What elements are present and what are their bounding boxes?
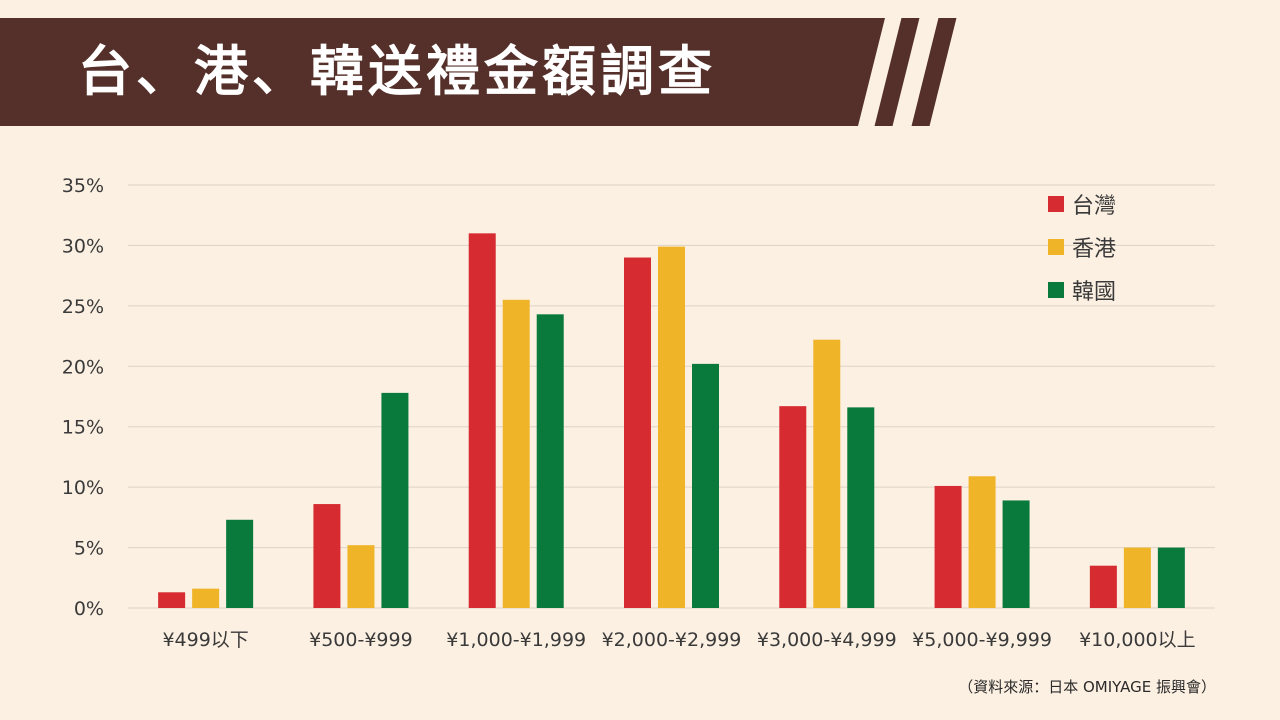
- title-banner: [0, 18, 885, 126]
- bar-hongkong: [813, 339, 841, 608]
- x-tick-label: ¥500-¥999: [309, 629, 413, 651]
- x-tick-label: ¥2,000-¥2,999: [602, 629, 742, 651]
- x-tick-label: ¥10,000以上: [1079, 629, 1196, 651]
- bar-taiwan: [468, 233, 496, 609]
- y-tick-label: 0%: [74, 598, 104, 620]
- bar-korea: [847, 407, 875, 608]
- legend-label: 韓國: [1072, 280, 1116, 305]
- bar-taiwan: [313, 504, 341, 608]
- legend-label: 台灣: [1072, 194, 1116, 219]
- bar-korea: [692, 363, 719, 608]
- legend-swatch: [1048, 282, 1064, 298]
- y-tick-label: 35%: [62, 175, 104, 197]
- x-tick-label: ¥499以下: [162, 629, 248, 651]
- x-tick-label: ¥5,000-¥9,999: [912, 629, 1052, 651]
- bar-taiwan: [624, 257, 651, 608]
- y-tick-label: 20%: [62, 356, 104, 378]
- legend-swatch: [1048, 239, 1064, 255]
- legend-label: 香港: [1072, 237, 1116, 262]
- bar-taiwan: [158, 592, 186, 608]
- y-tick-label: 5%: [74, 538, 104, 560]
- bar-hongkong: [502, 299, 530, 608]
- y-tick-label: 15%: [62, 417, 104, 439]
- bar-korea: [1002, 500, 1030, 608]
- bar-hongkong: [192, 588, 220, 608]
- bar-korea: [536, 314, 564, 608]
- bar-taiwan: [779, 406, 807, 608]
- page-title: 台、港、韓送禮金額調查: [78, 40, 716, 103]
- y-tick-label: 10%: [62, 477, 104, 499]
- bar-hongkong: [347, 545, 375, 608]
- y-tick-label: 30%: [62, 235, 104, 257]
- bar-korea: [226, 519, 254, 608]
- legend-swatch: [1048, 196, 1064, 212]
- y-tick-label: 25%: [62, 296, 104, 318]
- bar-korea: [381, 392, 409, 608]
- bar-hongkong: [1123, 547, 1151, 608]
- bar-hongkong: [968, 476, 996, 608]
- bar-taiwan: [934, 485, 962, 608]
- x-tick-label: ¥1,000-¥1,999: [446, 629, 586, 651]
- source-note: （資料來源：日本 OMIYAGE 振興會）: [958, 678, 1216, 696]
- bar-hongkong: [658, 246, 685, 608]
- x-tick-label: ¥3,000-¥4,999: [757, 629, 897, 651]
- bar-taiwan: [1089, 565, 1117, 608]
- bar-korea: [1157, 547, 1185, 608]
